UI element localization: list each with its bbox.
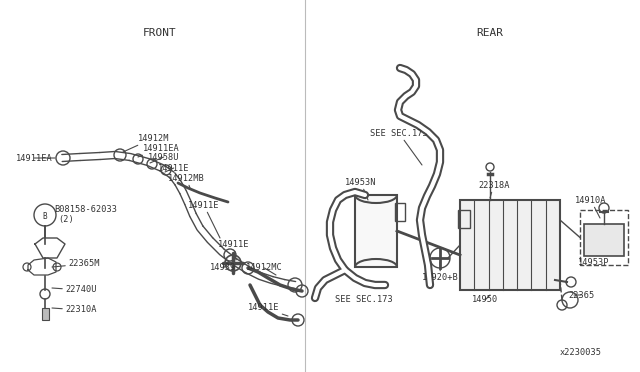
Text: 14910A: 14910A [575, 196, 607, 218]
Text: 14911EA: 14911EA [138, 144, 180, 157]
Text: 22365: 22365 [568, 291, 595, 299]
Text: 14912M: 14912M [123, 134, 170, 152]
Text: 14911E: 14911E [248, 304, 288, 316]
Text: 22740U: 22740U [52, 285, 97, 295]
Text: 22318A: 22318A [478, 180, 509, 198]
Text: B08158-62033: B08158-62033 [54, 205, 117, 214]
Text: 14911E: 14911E [218, 240, 250, 260]
Text: 14911E: 14911E [158, 164, 189, 173]
Text: 14953N: 14953N [345, 177, 376, 200]
Text: 14912MB: 14912MB [168, 173, 205, 188]
Text: SEE SEC.173: SEE SEC.173 [370, 128, 428, 165]
Bar [42, 308, 49, 320]
Text: (2): (2) [58, 215, 74, 224]
Text: 14950: 14950 [472, 295, 499, 305]
Text: 14958U: 14958U [148, 153, 179, 163]
Bar [395, 203, 405, 221]
Text: 14939: 14939 [210, 263, 236, 273]
Text: 14953P: 14953P [578, 258, 609, 267]
Bar [580, 210, 628, 265]
Text: SEE SEC.173: SEE SEC.173 [335, 295, 393, 304]
Text: 14912MC: 14912MC [246, 263, 283, 275]
Bar [458, 210, 470, 228]
Text: 22365M: 22365M [52, 260, 99, 269]
Bar [460, 200, 560, 290]
Bar [355, 195, 397, 267]
Text: 14911E: 14911E [188, 201, 220, 238]
Text: 14911EA: 14911EA [16, 154, 55, 163]
Text: x2230035: x2230035 [560, 348, 602, 357]
Bar [584, 224, 624, 256]
Text: 22310A: 22310A [52, 305, 97, 314]
Text: 14920+B: 14920+B [422, 262, 459, 282]
Text: REAR: REAR [477, 28, 504, 38]
Text: FRONT: FRONT [143, 28, 177, 38]
Text: B: B [43, 212, 47, 221]
